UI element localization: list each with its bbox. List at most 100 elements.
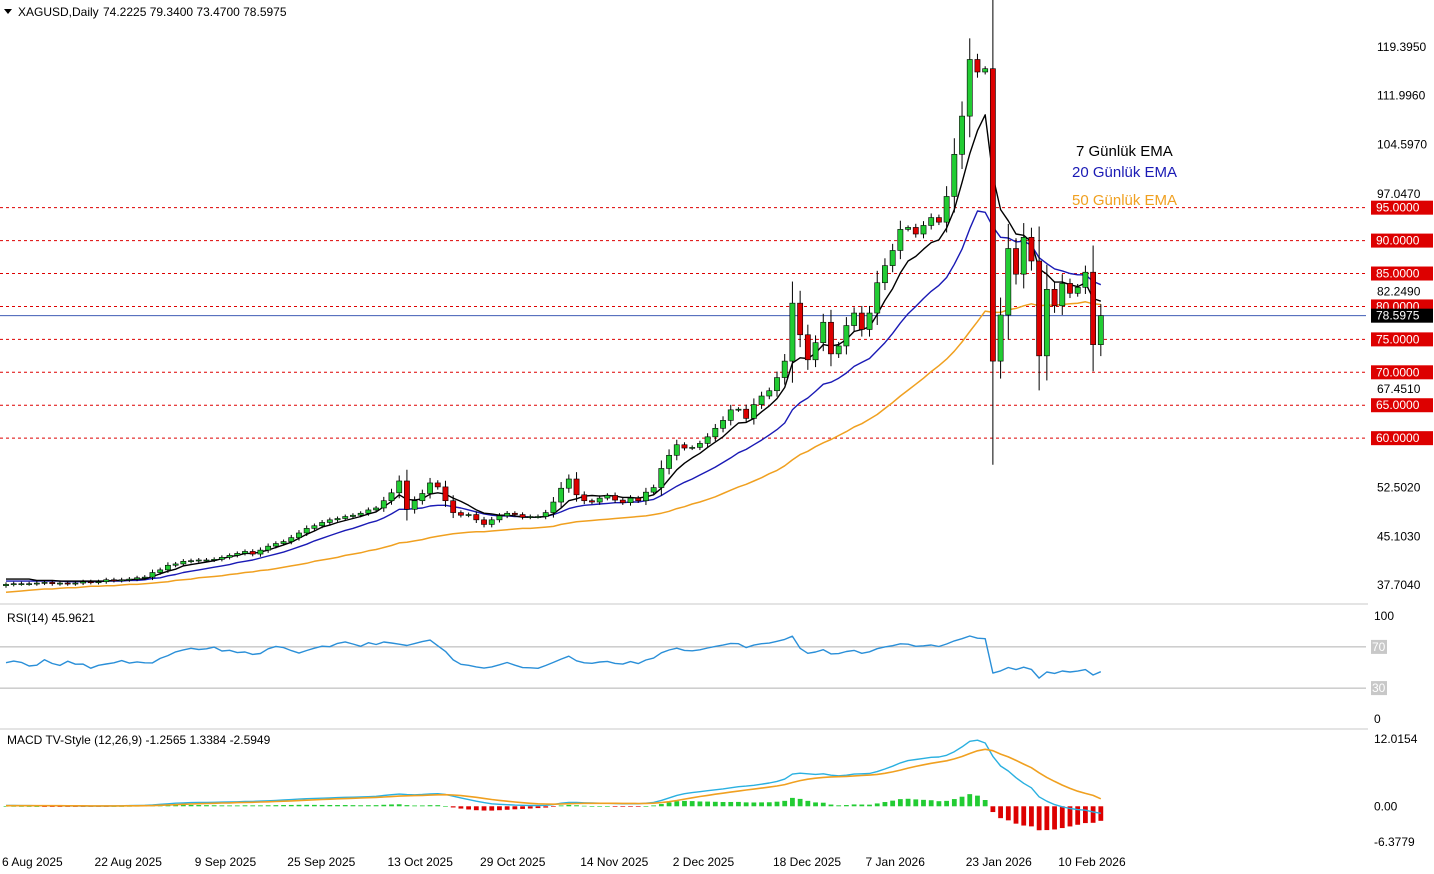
bullish-candle xyxy=(141,575,148,580)
macd-histogram-bar xyxy=(342,805,348,807)
symbol-dropdown-icon[interactable] xyxy=(4,9,12,14)
bullish-candle xyxy=(334,516,341,522)
bullish-candle xyxy=(388,488,395,505)
macd-histogram-bar xyxy=(296,804,302,807)
macd-histogram-bar xyxy=(389,804,394,807)
price-level-label-bg xyxy=(1371,233,1433,248)
bearish-candle xyxy=(974,53,981,78)
date-axis-tick: 18 Dec 2025 xyxy=(773,855,841,869)
date-axis-tick: 14 Nov 2025 xyxy=(580,855,648,869)
macd-histogram-bar xyxy=(998,806,1003,819)
bullish-candle xyxy=(188,558,194,564)
bearish-candle xyxy=(1013,238,1019,285)
candle-body xyxy=(18,583,25,586)
bullish-candle xyxy=(380,496,387,512)
candle-body xyxy=(350,514,356,517)
bearish-candle xyxy=(473,511,480,523)
bullish-candle xyxy=(118,577,125,583)
rsi-axis-tick: 0 xyxy=(1374,712,1381,726)
bullish-candle xyxy=(1074,283,1081,297)
bullish-candle xyxy=(966,38,973,138)
bullish-candle xyxy=(1082,265,1089,294)
macd-histogram-bar xyxy=(1044,806,1050,831)
legend-ema50: 50 Günlük EMA xyxy=(1072,192,1177,209)
macd-histogram-bar xyxy=(820,802,826,807)
candle-body xyxy=(542,512,549,517)
candle-body xyxy=(1082,271,1089,288)
bearish-candle xyxy=(519,512,526,520)
bullish-candle xyxy=(296,530,302,541)
macd-histogram-bar xyxy=(1059,806,1065,829)
candle-body xyxy=(249,551,256,555)
candle-body xyxy=(781,360,788,378)
macd-histogram-bar xyxy=(1067,806,1073,827)
candle-body xyxy=(1036,260,1043,357)
macd-histogram-bar xyxy=(504,806,510,810)
bearish-candle xyxy=(612,492,618,504)
candle-body xyxy=(689,447,696,449)
macd-histogram-bar xyxy=(250,805,256,807)
macd-histogram-bar xyxy=(736,801,741,807)
bullish-candle xyxy=(897,220,904,260)
bullish-candle xyxy=(982,66,989,75)
macd-histogram-bar xyxy=(982,800,988,807)
bearish-candle xyxy=(1028,227,1035,271)
bullish-candle xyxy=(558,482,565,509)
macd-histogram-bar xyxy=(1083,806,1088,824)
bullish-candle xyxy=(342,514,349,521)
macd-histogram-bar xyxy=(1036,806,1042,831)
macd-histogram-bar xyxy=(921,799,926,807)
price-axis-tick: 119.3950 xyxy=(1377,40,1426,54)
candle-body xyxy=(905,227,911,230)
macd-histogram-bar xyxy=(173,804,179,807)
candle-body xyxy=(619,499,626,504)
bullish-candle xyxy=(465,512,472,518)
bullish-candle xyxy=(820,313,827,352)
candle-body xyxy=(936,217,942,223)
bullish-candle xyxy=(1059,274,1066,315)
candle-body xyxy=(180,561,187,565)
macd-histogram-bar xyxy=(1005,806,1011,821)
candle-body xyxy=(635,497,642,502)
macd-histogram-bar xyxy=(412,805,418,807)
macd-axis-tick: 12.0154 xyxy=(1374,732,1418,746)
date-axis-tick: 29 Oct 2025 xyxy=(480,855,546,869)
candle-body xyxy=(604,495,611,499)
candle-body xyxy=(527,516,534,518)
macd-histogram-bar xyxy=(188,804,194,807)
macd-histogram-bar xyxy=(466,806,471,810)
bullish-candle xyxy=(889,243,896,273)
candle-body xyxy=(303,528,310,534)
candle-body xyxy=(134,577,140,580)
macd-histogram-bar xyxy=(944,800,950,807)
bearish-candle xyxy=(804,324,811,370)
bullish-candle xyxy=(265,543,272,553)
candle-body xyxy=(535,516,541,518)
bullish-candle xyxy=(789,281,796,383)
candle-body xyxy=(1043,289,1050,357)
macd-histogram-bar xyxy=(936,801,942,807)
candle-body xyxy=(565,478,572,489)
bearish-candle xyxy=(912,223,919,238)
macd-histogram-bar xyxy=(766,802,772,807)
candle-body xyxy=(141,576,148,579)
macd-histogram-bar xyxy=(458,806,464,809)
macd-histogram-bar xyxy=(558,805,564,807)
bullish-candle xyxy=(80,579,86,586)
macd-histogram-bar xyxy=(712,801,718,807)
date-axis-tick: 6 Aug 2025 xyxy=(2,855,63,869)
candle-body xyxy=(111,579,117,582)
price-level-label: 60.0000 xyxy=(1376,431,1420,445)
bearish-candle xyxy=(404,469,410,521)
candle-body xyxy=(735,408,742,411)
bearish-candle xyxy=(573,472,580,502)
candle-body xyxy=(234,553,241,556)
candle-body xyxy=(627,497,634,504)
candle-body xyxy=(882,265,888,284)
macd-histogram-bar xyxy=(951,799,957,807)
legend-ema7: 7 Günlük EMA xyxy=(1076,143,1173,160)
macd-histogram-bar xyxy=(959,796,965,807)
candle-body xyxy=(33,582,40,585)
bullish-candle xyxy=(180,559,187,567)
rsi-axis-tick: 70 xyxy=(1372,640,1386,654)
